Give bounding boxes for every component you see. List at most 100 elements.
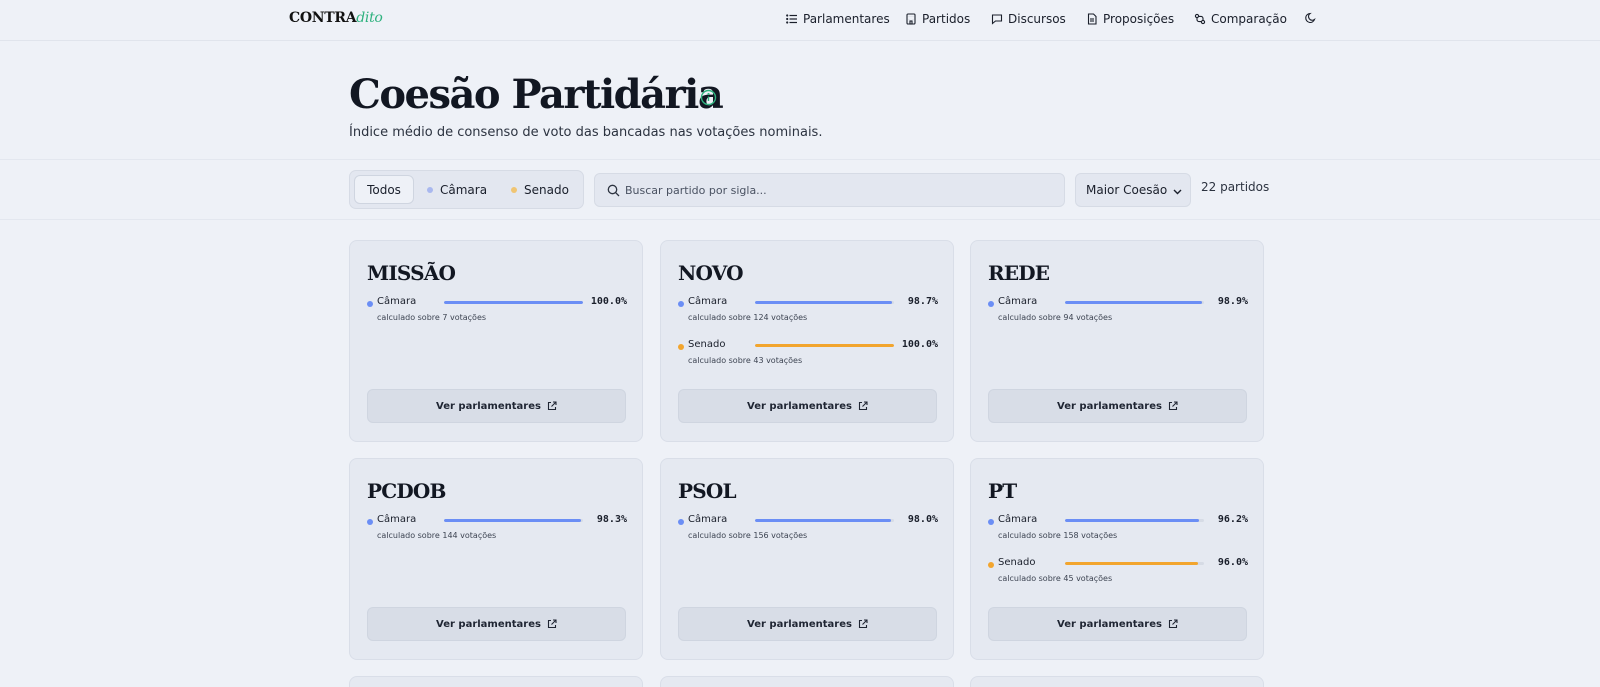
moon-icon [1305,12,1316,24]
house-label: Câmara [688,514,728,525]
house-label: Senado [998,557,1036,568]
party-card-novo: NOVO Câmara 98.7% calculado sobre 124 vo… [660,240,954,442]
cohesion-bar [755,344,894,347]
cohesion-row-camara: Câmara 98.7% calculado sobre 124 votaçõe… [678,296,938,330]
view-parliamentarians-button[interactable]: Ver parlamentares [988,389,1247,423]
nav-item-discursos[interactable]: Discursos [991,12,1066,26]
cohesion-bar-fill [1065,301,1203,304]
cohesion-row-camara: Câmara 98.3% calculado sobre 144 votaçõe… [367,514,627,548]
cohesion-bar [1065,562,1204,565]
vote-count-note: calculado sobre 144 votações [377,531,497,540]
senado-dot-icon [511,186,517,193]
vote-count-note: calculado sobre 7 votações [377,313,487,322]
segment-camara[interactable]: Câmara [427,175,487,204]
cohesion-bar-fill [444,301,583,304]
camara-dot-icon [988,519,994,525]
cohesion-bar [755,519,894,522]
party-name: PSOL [678,479,737,503]
cohesion-bar [1065,301,1204,304]
message-square-icon [991,14,1003,25]
external-link-icon [547,401,557,411]
house-label: Senado [688,339,726,350]
cohesion-bar-fill [755,519,892,522]
party-card-pt: PT Câmara 96.2% calculado sobre 158 vota… [970,458,1264,660]
view-parliamentarians-button[interactable]: Ver parlamentares [988,607,1247,641]
house-label: Câmara [377,296,417,307]
cohesion-row-senado: Senado 100.0% calculado sobre 43 votaçõe… [678,339,938,373]
top-navbar: CONTRAdito Parlamentares Partidos Discur… [0,0,1600,41]
nav-label: Comparação [1211,12,1287,26]
nav-label: Partidos [922,12,971,26]
party-card-rede: REDE Câmara 98.9% calculado sobre 94 vot… [970,240,1264,442]
nav-item-comparacao[interactable]: Comparação [1194,12,1287,26]
view-parliamentarians-button[interactable]: Ver parlamentares [678,607,937,641]
cohesion-bar-fill [755,344,894,347]
vote-count-note: calculado sobre 45 votações [998,574,1113,583]
search-icon [607,184,620,197]
segment-todos[interactable]: Todos [354,175,414,204]
cohesion-bar-fill [755,301,893,304]
nav-item-parlamentares[interactable]: Parlamentares [786,12,890,26]
external-link-icon [1168,619,1178,629]
external-link-icon [1168,401,1178,411]
cohesion-row-senado: Senado 96.0% calculado sobre 45 votações [988,557,1248,591]
external-link-icon [547,619,557,629]
house-label: Câmara [688,296,728,307]
vote-count-note: calculado sobre 156 votações [688,531,808,540]
page-title: Coesão Partidária [349,71,724,118]
button-label: Ver parlamentares [436,618,541,630]
cohesion-row-camara: Câmara 98.0% calculado sobre 156 votaçõe… [678,514,938,548]
brand-logo[interactable]: CONTRAdito [289,10,383,26]
view-parliamentarians-button[interactable]: Ver parlamentares [367,389,626,423]
cohesion-value: 98.0% [907,514,938,525]
vote-count-note: calculado sobre 43 votações [688,356,803,365]
button-label: Ver parlamentares [747,400,852,412]
brand-main: CONTRA [289,10,357,26]
view-parliamentarians-button[interactable]: Ver parlamentares [678,389,937,423]
button-label: Ver parlamentares [1057,400,1162,412]
page-header: Coesão Partidária Índice médio de consen… [0,41,1600,160]
vote-count-note: calculado sobre 94 votações [998,313,1113,322]
party-card-missao: MISSÃO Câmara 100.0% calculado sobre 7 v… [349,240,643,442]
building-icon [906,13,916,25]
camara-dot-icon [678,301,684,307]
nav-links: Parlamentares Partidos Discursos Proposi… [0,0,1600,41]
vote-count-note: calculado sobre 124 votações [688,313,808,322]
nav-item-proposicoes[interactable]: Proposições [1086,12,1174,26]
cohesion-bar-fill [1065,562,1199,565]
party-count: 22 partidos [1201,180,1270,194]
view-parliamentarians-button[interactable]: Ver parlamentares [367,607,626,641]
senado-dot-icon [678,344,684,350]
segment-label: Todos [367,182,401,197]
party-name: PT [988,479,1017,503]
cohesion-bar [1065,519,1204,522]
nav-label: Parlamentares [803,12,890,26]
segment-label: Senado [524,182,569,197]
house-segmented-control: Todos Câmara Senado [349,170,584,209]
sort-select[interactable]: Maior Coesão [1075,173,1191,207]
cohesion-bar [444,301,583,304]
cohesion-bar-fill [1065,519,1199,522]
party-card-pcdob: PCDOB Câmara 98.3% calculado sobre 144 v… [349,458,643,660]
external-link-icon [858,619,868,629]
compare-icon [1194,13,1206,25]
cohesion-value: 98.3% [596,514,627,525]
nav-label: Proposições [1103,12,1175,26]
nav-item-partidos[interactable]: Partidos [905,12,970,26]
button-label: Ver parlamentares [747,618,852,630]
house-label: Câmara [377,514,417,525]
search-input[interactable] [625,174,1055,206]
brand-accent: dito [356,10,383,26]
segment-label: Câmara [440,182,488,197]
cohesion-bar [444,519,583,522]
theme-toggle[interactable] [1305,12,1317,24]
party-card-psol: PSOL Câmara 98.0% calculado sobre 156 vo… [660,458,954,660]
party-card-partial [660,676,954,687]
party-name: PCDOB [367,479,446,503]
segment-senado[interactable]: Senado [511,175,569,204]
info-icon[interactable] [700,89,717,106]
party-name: NOVO [678,261,744,285]
cohesion-bar [755,301,894,304]
external-link-icon [858,401,868,411]
camara-dot-icon [427,186,433,193]
